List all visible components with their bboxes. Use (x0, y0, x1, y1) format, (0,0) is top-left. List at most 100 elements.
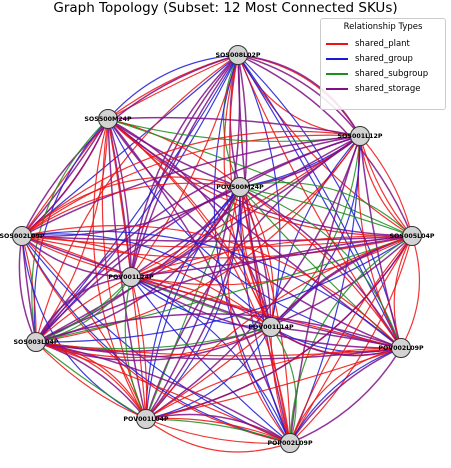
node-label: POV001L14P (248, 324, 294, 331)
graph-edge (130, 276, 402, 349)
graph-edge (35, 54, 239, 343)
graph-edge (107, 116, 361, 137)
graph-edge (21, 135, 361, 237)
graph-edge (124, 276, 147, 420)
graph-edge (130, 276, 291, 444)
graph-node (26, 332, 46, 352)
graph-edge (289, 347, 402, 444)
graph-edge (239, 186, 413, 237)
legend-swatch (326, 87, 348, 90)
graph-edge (35, 235, 413, 343)
node-layer: SOS008L02P SOS500M24P SOS001L12P POV500M24P… (0, 45, 435, 453)
graph-edge (239, 186, 402, 349)
graph-edge (18, 235, 37, 343)
graph-edge (35, 341, 402, 357)
graph-edge (239, 186, 402, 349)
legend-label: shared_storage (355, 83, 421, 94)
graph-edge (145, 186, 241, 420)
graph-edge (289, 235, 413, 444)
graph-edge (107, 54, 239, 120)
graph-edge (237, 54, 361, 137)
graph-edge (237, 54, 402, 349)
graph-edge (393, 235, 413, 349)
graph-edge (359, 135, 413, 237)
legend-item-shared-subgroup: shared_subgroup (326, 66, 440, 81)
graph-edge (145, 418, 291, 453)
graph-edge (130, 276, 272, 328)
node-label: POV500M24P (216, 184, 264, 191)
graph-edge (21, 225, 402, 349)
graph-edge (21, 235, 132, 278)
graph-edge (270, 326, 297, 444)
graph-edge (21, 134, 361, 237)
graph-edge (35, 341, 291, 444)
graph-edge (145, 417, 291, 444)
graph-edge (227, 186, 291, 444)
graph-edge (35, 341, 402, 361)
graph-edge (21, 233, 272, 328)
graph-node (230, 177, 250, 197)
node-label: POV002L09P (378, 345, 424, 352)
legend-label: shared_group (355, 53, 413, 64)
graph-node (402, 226, 422, 246)
graph-edge (145, 347, 402, 420)
graph-edge (35, 235, 413, 343)
graph-edge (239, 181, 413, 237)
legend-title: Relationship Types (343, 22, 423, 32)
graph-edge (289, 235, 413, 444)
graph-edge (130, 235, 413, 278)
graph-node (136, 409, 156, 429)
graph-edge (145, 418, 291, 444)
graph-edge (400, 235, 421, 349)
node-label: SOS003L04P (14, 339, 59, 346)
graph-node (261, 317, 281, 337)
graph-edge (145, 186, 241, 420)
graph-edge (237, 54, 413, 237)
graph-edge (21, 235, 413, 259)
graph-edge (239, 186, 291, 444)
graph-edge (21, 235, 147, 420)
graph-edge (107, 54, 239, 120)
graph-edge (21, 235, 413, 242)
graph-node (280, 433, 300, 453)
graph-node (391, 338, 411, 358)
graph-edge (359, 135, 413, 237)
node-label: POP002L09P (267, 440, 313, 447)
graph-edge (145, 413, 291, 444)
legend-label: shared_subgroup (355, 68, 429, 79)
graph-edge (35, 276, 132, 343)
legend-swatch (326, 57, 348, 60)
node-label: SOS005L04P (390, 233, 435, 240)
graph-edge (35, 313, 402, 349)
node-label: SOS002L09P (0, 233, 45, 240)
graph-edge (21, 118, 109, 237)
graph-edge (35, 135, 361, 343)
graph-edge (145, 326, 272, 420)
chart-title: Graph Topology (Subset: 12 Most Connecte… (53, 0, 398, 16)
graph-node (12, 226, 32, 246)
graph-edge (21, 235, 402, 349)
graph-edge (237, 54, 402, 349)
graph-edge (130, 276, 148, 420)
graph-edge (35, 276, 132, 343)
graph-edge (289, 347, 402, 444)
graph-edge (35, 235, 413, 343)
node-label: POV001L24P (108, 274, 154, 281)
graph-edge (289, 347, 402, 444)
legend-swatch (326, 42, 348, 45)
graph-edge (145, 235, 413, 420)
graph-edge (107, 118, 147, 420)
graph-edge (35, 276, 132, 343)
graph-edge (21, 118, 109, 237)
graph-edge (35, 341, 147, 420)
graph-edge (21, 176, 241, 237)
graph-edge (107, 118, 132, 278)
edge-layer (18, 54, 421, 453)
graph-edge (237, 54, 281, 328)
graph-edge (35, 341, 291, 444)
graph-edge (289, 135, 361, 444)
graph-node (121, 267, 141, 287)
node-label: POV001L04P (123, 416, 169, 423)
graph-edge (270, 235, 413, 328)
graph-edge (289, 347, 402, 444)
